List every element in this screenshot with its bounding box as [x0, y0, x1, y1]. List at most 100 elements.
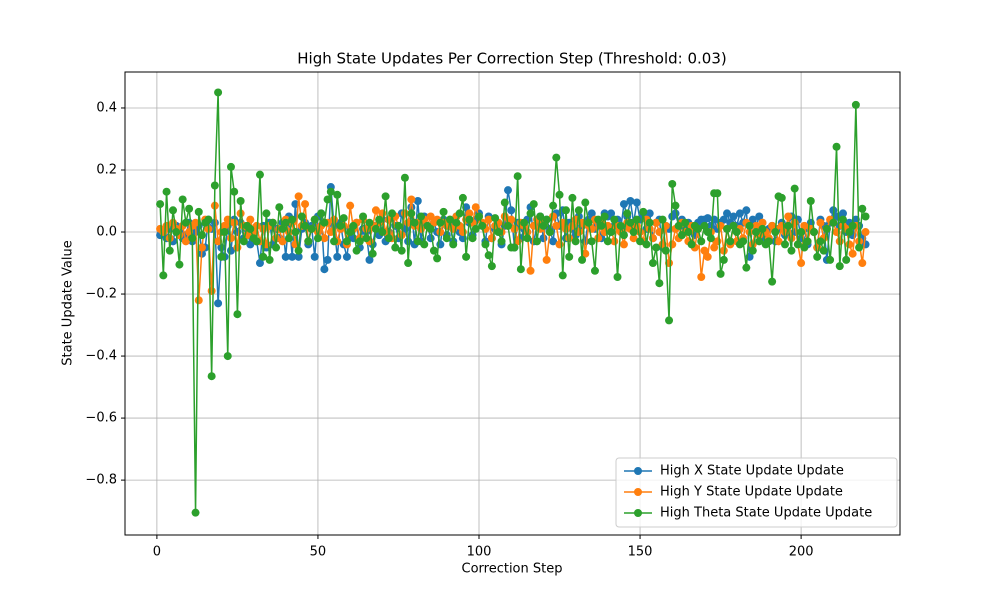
data-point	[742, 263, 751, 272]
data-point	[210, 181, 219, 190]
data-point	[301, 200, 310, 209]
y-tick-label: 0.0	[96, 225, 117, 240]
data-point	[758, 218, 767, 227]
data-point	[410, 218, 419, 227]
data-point	[339, 214, 348, 223]
data-point	[855, 243, 864, 252]
data-point	[207, 286, 216, 295]
data-point	[365, 255, 374, 264]
data-point	[607, 228, 616, 237]
data-point	[697, 272, 706, 281]
data-point	[294, 252, 303, 261]
data-point	[156, 200, 165, 209]
data-point	[433, 254, 442, 263]
data-point	[194, 207, 203, 216]
data-point	[197, 243, 206, 252]
data-point	[648, 259, 657, 268]
data-point	[436, 218, 445, 227]
data-point	[413, 197, 422, 206]
data-point	[458, 193, 467, 202]
data-point	[813, 252, 822, 261]
data-point	[845, 240, 854, 249]
data-point	[246, 224, 255, 233]
data-point	[507, 215, 516, 224]
data-point	[848, 249, 857, 258]
data-point	[500, 198, 509, 207]
data-point	[719, 215, 728, 224]
data-point	[619, 240, 628, 249]
data-point	[294, 192, 303, 201]
data-point	[346, 201, 355, 210]
data-point	[581, 198, 590, 207]
data-point	[313, 234, 322, 243]
data-point	[255, 259, 264, 268]
data-point	[197, 231, 206, 240]
data-point	[587, 237, 596, 246]
data-point	[623, 209, 632, 218]
data-point	[342, 237, 351, 246]
data-point	[371, 224, 380, 233]
data-point	[426, 224, 435, 233]
legend-label: High Y State Update Update	[660, 485, 843, 500]
data-point	[168, 206, 177, 215]
data-point	[861, 212, 870, 221]
data-point	[787, 246, 796, 255]
data-point	[487, 262, 496, 271]
data-point	[826, 255, 835, 264]
data-point	[835, 262, 844, 271]
data-point	[439, 207, 448, 216]
data-point	[842, 255, 851, 264]
data-point	[217, 252, 226, 261]
data-point	[510, 224, 519, 233]
data-point	[268, 218, 277, 227]
data-point	[317, 209, 326, 218]
data-point	[471, 224, 480, 233]
data-point	[191, 508, 200, 517]
data-point	[359, 212, 368, 221]
data-point	[239, 237, 248, 246]
data-point	[442, 234, 451, 243]
data-point	[352, 246, 361, 255]
data-point	[333, 252, 342, 261]
data-point	[436, 228, 445, 237]
data-point	[204, 215, 213, 224]
data-point	[455, 209, 464, 218]
data-point	[703, 228, 712, 237]
data-point	[233, 243, 242, 252]
data-point	[655, 279, 664, 288]
data-point	[365, 218, 374, 227]
data-point	[262, 209, 271, 218]
data-point	[858, 204, 867, 213]
data-point	[703, 252, 712, 261]
data-point	[381, 192, 390, 201]
data-point	[674, 221, 683, 230]
y-tick-label: −0.2	[85, 287, 117, 302]
data-point	[552, 221, 561, 230]
ticks: 0 50 100 150 200 −0.8 −0.6 −0.4 −0.2 0.0 0.2 0.4	[85, 100, 813, 559]
legend-label: High Theta State Update Update	[660, 506, 872, 521]
data-point	[729, 212, 738, 221]
data-point	[845, 228, 854, 237]
data-point	[400, 173, 409, 182]
data-point	[629, 228, 638, 237]
data-point	[391, 243, 400, 252]
data-point	[404, 259, 413, 268]
data-point	[420, 240, 429, 249]
data-point	[603, 237, 612, 246]
data-point	[578, 255, 587, 264]
x-tick-label: 200	[789, 545, 814, 560]
data-point	[748, 246, 757, 255]
data-point	[597, 221, 606, 230]
data-point	[491, 214, 500, 223]
data-point	[272, 243, 281, 252]
data-point	[848, 221, 857, 230]
data-point	[555, 190, 564, 199]
data-point	[739, 237, 748, 246]
data-point	[465, 209, 474, 218]
data-point	[362, 234, 371, 243]
data-point	[716, 269, 725, 278]
data-point	[230, 187, 239, 196]
data-point	[310, 215, 319, 224]
data-point	[668, 240, 677, 249]
data-point	[681, 218, 690, 227]
